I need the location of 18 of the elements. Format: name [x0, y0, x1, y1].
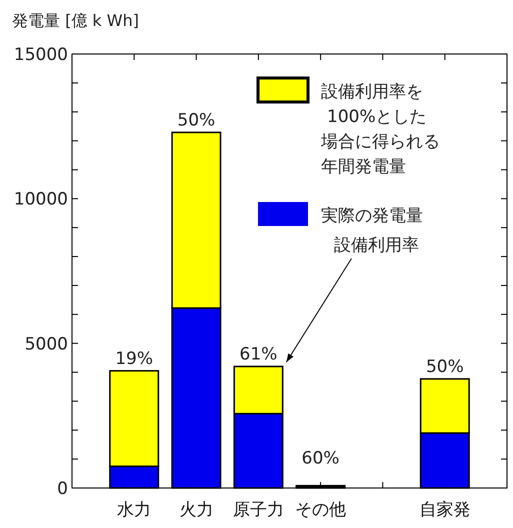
y-tick-label: 10000: [14, 190, 68, 210]
y-tick-label: 5000: [24, 334, 68, 354]
legend-label: 実際の発電量: [321, 206, 423, 226]
legend-label: 設備利用率を100%とした場合に得られる年間発電量: [320, 82, 440, 177]
annotation: 設備利用率: [334, 236, 419, 256]
x-tick-label: 自家発: [419, 500, 470, 520]
x-tick-label: 原子力: [232, 500, 284, 520]
y-tick-label: 0: [57, 479, 68, 499]
y-tick-label: 15000: [14, 45, 68, 65]
annotation: 60%: [302, 448, 340, 469]
x-tick-label: その他: [295, 500, 346, 520]
annotation: 50%: [177, 110, 216, 130]
x-tick-label: 水力: [117, 500, 152, 520]
annotation: 61%: [240, 344, 278, 364]
x-tick-label: 火力: [179, 500, 214, 520]
y-axis-title: 発電量 [億 k Wh]: [12, 11, 139, 30]
annotation: 19%: [115, 348, 154, 369]
annotation: 50%: [426, 356, 464, 377]
